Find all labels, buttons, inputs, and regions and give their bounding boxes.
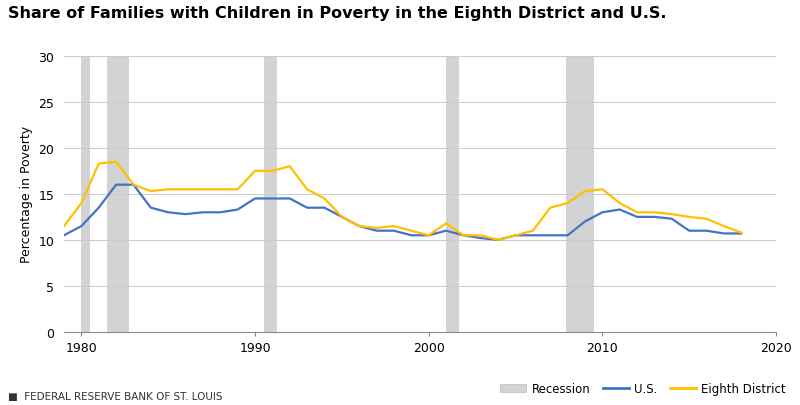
- Bar: [446, 57, 459, 332]
- Bar: [107, 57, 129, 332]
- Bar: [264, 57, 277, 332]
- Text: Share of Families with Children in Poverty in the Eighth District and U.S.: Share of Families with Children in Pover…: [8, 6, 666, 21]
- Bar: [566, 57, 594, 332]
- Y-axis label: Percentage in Poverty: Percentage in Poverty: [20, 126, 33, 263]
- Text: ■  FEDERAL RESERVE BANK OF ST. LOUIS: ■ FEDERAL RESERVE BANK OF ST. LOUIS: [8, 391, 222, 401]
- Legend: Recession, U.S., Eighth District: Recession, U.S., Eighth District: [500, 382, 786, 395]
- Bar: [82, 57, 90, 332]
